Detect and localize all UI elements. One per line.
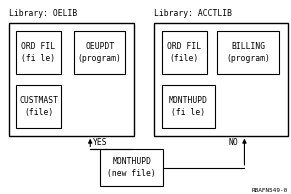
- Text: YES: YES: [93, 138, 108, 147]
- Text: BILLING
(program): BILLING (program): [226, 42, 270, 63]
- Text: MONTHUPD
(new file): MONTHUPD (new file): [107, 157, 156, 178]
- Text: CUSTMAST
(file): CUSTMAST (file): [19, 96, 58, 117]
- Text: ORD FIL
(fi le): ORD FIL (fi le): [22, 42, 56, 63]
- Bar: [162, 85, 215, 128]
- Bar: [16, 85, 61, 128]
- Text: ORD FIL
(file): ORD FIL (file): [167, 42, 201, 63]
- Bar: [74, 31, 125, 74]
- Bar: [162, 31, 207, 74]
- Text: MONTHUPD
(fi le): MONTHUPD (fi le): [169, 96, 208, 117]
- Text: NO: NO: [229, 138, 239, 147]
- Text: OEUPDT
(program): OEUPDT (program): [78, 42, 122, 63]
- Bar: [100, 149, 163, 186]
- Bar: [16, 31, 61, 74]
- Text: Library: OELIB: Library: OELIB: [9, 10, 77, 18]
- Text: RBAFN549-0: RBAFN549-0: [252, 188, 288, 193]
- Text: Library: ACCTLIB: Library: ACCTLIB: [154, 10, 232, 18]
- Bar: [217, 31, 279, 74]
- Bar: [9, 23, 134, 136]
- Bar: [154, 23, 288, 136]
